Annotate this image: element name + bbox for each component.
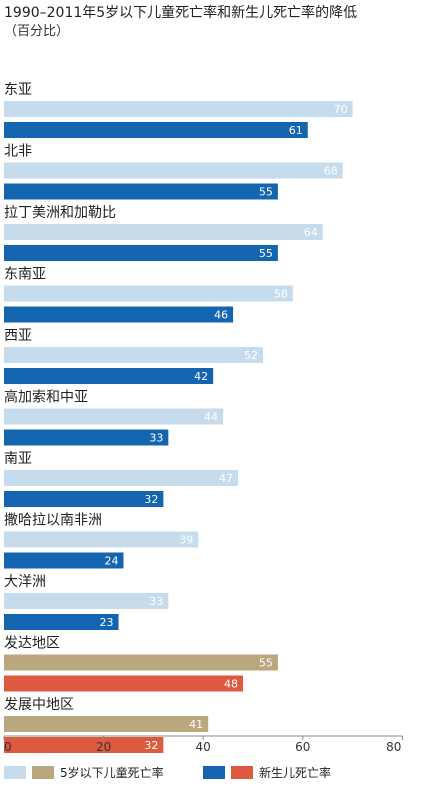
legend-label-neonatal: 新生儿死亡率 xyxy=(259,765,331,780)
bar-value-label: 70 xyxy=(334,103,348,116)
bar-value-label: 48 xyxy=(224,678,238,691)
bar-neonatal xyxy=(4,183,278,200)
legend-swatch-aggregate-neonatal xyxy=(231,766,253,779)
category-label: 撒哈拉以南非洲 xyxy=(4,513,102,529)
bar-under5 xyxy=(4,593,169,609)
bar-value-label: 55 xyxy=(259,657,273,670)
category-label: 北非 xyxy=(4,144,32,160)
category-label: 东亚 xyxy=(4,82,32,98)
bar-under5 xyxy=(4,285,293,302)
bar-under5 xyxy=(4,347,263,363)
bar-neonatal xyxy=(4,552,124,569)
bar-value-label: 47 xyxy=(219,472,233,485)
bar-neonatal xyxy=(4,245,278,261)
category-label: 发达地区 xyxy=(4,636,60,652)
legend-swatch-regional-under5 xyxy=(4,766,26,779)
category-label: 南亚 xyxy=(4,451,32,467)
bar-value-label: 44 xyxy=(204,411,218,424)
bar-value-label: 32 xyxy=(144,739,158,752)
legend-label-under5: 5岁以下儿童死亡率 xyxy=(60,765,164,780)
bar-value-label: 52 xyxy=(244,349,258,362)
bar-value-label: 23 xyxy=(100,616,114,629)
bar-value-label: 33 xyxy=(149,595,163,608)
bar-value-label: 41 xyxy=(189,718,203,731)
bar-under5 xyxy=(4,470,239,486)
bar-neonatal xyxy=(4,122,308,138)
bar-under5 xyxy=(4,716,209,732)
bar-neonatal xyxy=(4,614,119,630)
bar-value-label: 64 xyxy=(304,226,318,239)
bar-value-label: 33 xyxy=(149,432,163,445)
category-label: 发展中地区 xyxy=(4,697,74,713)
x-tick-label: 0 xyxy=(4,740,12,754)
bar-value-label: 24 xyxy=(105,555,119,568)
bar-value-label: 39 xyxy=(179,534,193,547)
category-label: 拉丁美洲和加勒比 xyxy=(4,205,116,221)
bar-neonatal xyxy=(4,491,164,507)
category-label: 大洋洲 xyxy=(4,574,46,590)
x-tick-label: 60 xyxy=(295,740,310,754)
category-label: 高加索和中亚 xyxy=(4,389,88,406)
bar-value-label: 55 xyxy=(259,247,273,260)
category-label: 东南亚 xyxy=(4,267,46,283)
legend-swatch-regional-neonatal xyxy=(203,766,225,779)
bar-under5 xyxy=(4,654,278,671)
bar-value-label: 58 xyxy=(274,288,288,301)
bar-neonatal xyxy=(4,737,164,753)
category-label: 西亚 xyxy=(4,328,32,344)
bar-neonatal xyxy=(4,429,169,446)
bar-neonatal xyxy=(4,368,214,384)
bar-value-label: 55 xyxy=(259,186,273,199)
chart-title: 1990–2011年5岁以下儿童死亡率和新生儿死亡率的降低 xyxy=(4,5,358,21)
bar-value-label: 46 xyxy=(214,309,228,322)
legend-swatch-aggregate-under5 xyxy=(32,766,54,779)
bar-value-label: 68 xyxy=(324,165,338,178)
chart-subtitle: （百分比） xyxy=(4,24,70,39)
x-tick-label: 80 xyxy=(386,740,401,754)
bar-under5 xyxy=(4,408,224,425)
bar-neonatal xyxy=(4,306,234,323)
bar-value-label: 32 xyxy=(144,493,158,506)
x-tick-label: 40 xyxy=(196,740,211,754)
bar-value-label: 61 xyxy=(289,124,303,137)
bar-value-label: 42 xyxy=(194,370,208,383)
bar-under5 xyxy=(4,101,353,117)
bar-under5 xyxy=(4,162,343,179)
bar-under5 xyxy=(4,531,199,548)
x-tick-label: 20 xyxy=(96,740,111,754)
bar-neonatal xyxy=(4,675,244,692)
bar-under5 xyxy=(4,224,323,240)
